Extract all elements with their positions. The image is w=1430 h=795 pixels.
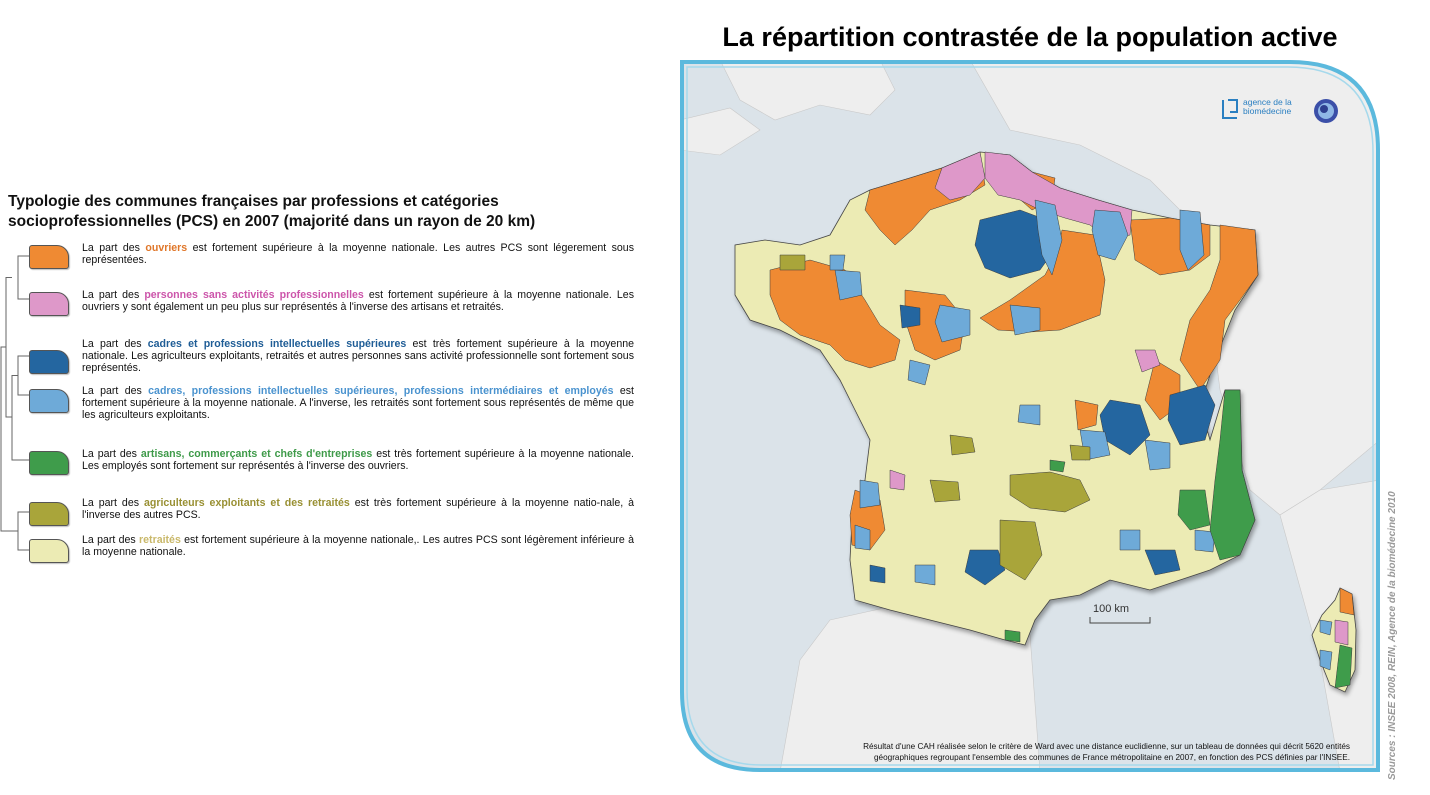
caption-line2: géographiques regroupant l'ensemble des …	[873, 753, 1350, 762]
legend-highlight-agriculteurs: agriculteurs exploitants et des retraité…	[143, 497, 350, 509]
agence-logo-mark	[1222, 99, 1238, 119]
agence-biomedecine-logo: agence de la biomédecine	[1222, 96, 1306, 126]
corsica-cadres-intermediaires	[1319, 619, 1333, 636]
swatch-cadres	[29, 350, 69, 374]
source-credit: Sources : INSEE 2008, REIN, Agence de la…	[1387, 491, 1398, 780]
swatch-artisans	[29, 451, 69, 475]
legend-item-artisans: La part des artisans, commerçants et che…	[29, 448, 639, 490]
map-title: La répartition contrastée de la populati…	[722, 22, 1338, 52]
legend-title-line1: Typologie des communes françaises par pr…	[8, 193, 499, 210]
swatch-ouvriers	[29, 245, 69, 269]
scale-label: 100 km	[1093, 603, 1130, 615]
zones-agriculteurs	[779, 254, 1091, 581]
logo-text-line2: biomédecine	[1243, 106, 1292, 116]
dendrogram	[0, 255, 29, 551]
map-frame: 100 km	[680, 60, 1380, 772]
legend-title-line2: socioprofessionnelles (PCS) en 2007 (maj…	[8, 213, 536, 230]
france-map	[680, 60, 1380, 772]
swatch-sans-activite	[29, 292, 69, 316]
legend-item-retraites: La part des retraités est fortement supé…	[29, 534, 639, 576]
map-caption: Résultat d'une CAH réalisée selon le cri…	[692, 741, 1350, 763]
swatch-cadres-intermediaires	[29, 389, 69, 413]
cornwall-land	[682, 107, 761, 156]
caption-line1: Résultat d'une CAH réalisée selon le cri…	[863, 742, 1350, 751]
legend-title: Typologie des communes françaises par pr…	[8, 192, 648, 232]
logo-text-line1: agence de la	[1243, 97, 1292, 107]
zones-cadres-intermediaires	[829, 199, 1333, 671]
legend-item-agriculteurs: La part des agriculteurs exploitants et …	[29, 497, 639, 539]
legend-item-ouvriers: La part des ouvriers est fortement supér…	[29, 242, 639, 284]
legend-highlight-cadres-intermediaires: cadres, professions intellectuelles supé…	[148, 385, 614, 397]
swatch-retraites	[29, 539, 69, 563]
legend-highlight-retraites: retraités	[139, 534, 181, 546]
partner-logo-icon	[1314, 99, 1338, 123]
frame-border	[680, 60, 1380, 772]
legend-highlight-artisans: artisans, commerçants et chefs d'entrepr…	[140, 448, 373, 460]
legend-item-sans-activite: La part des personnes sans activités pro…	[29, 289, 639, 331]
corsica-ouvriers	[1339, 587, 1355, 616]
zones-cadres	[869, 209, 1216, 586]
legend-highlight-cadres: cadres et professions intellectuelles su…	[147, 338, 407, 350]
legend-highlight-sans-activite: personnes sans activités professionnelle…	[144, 289, 364, 301]
legend-item-cadres: La part des cadres et professions intell…	[29, 338, 639, 380]
frame-inner-border	[686, 66, 1374, 766]
england-land	[719, 62, 896, 121]
zones-artisans	[1004, 389, 1353, 689]
swatch-agriculteurs	[29, 502, 69, 526]
legend-item-cadres-intermediaires: La part des cadres, professions intellec…	[29, 385, 639, 427]
legend-highlight-ouvriers: ouvriers	[145, 242, 188, 254]
scale-bar	[1089, 617, 1151, 624]
